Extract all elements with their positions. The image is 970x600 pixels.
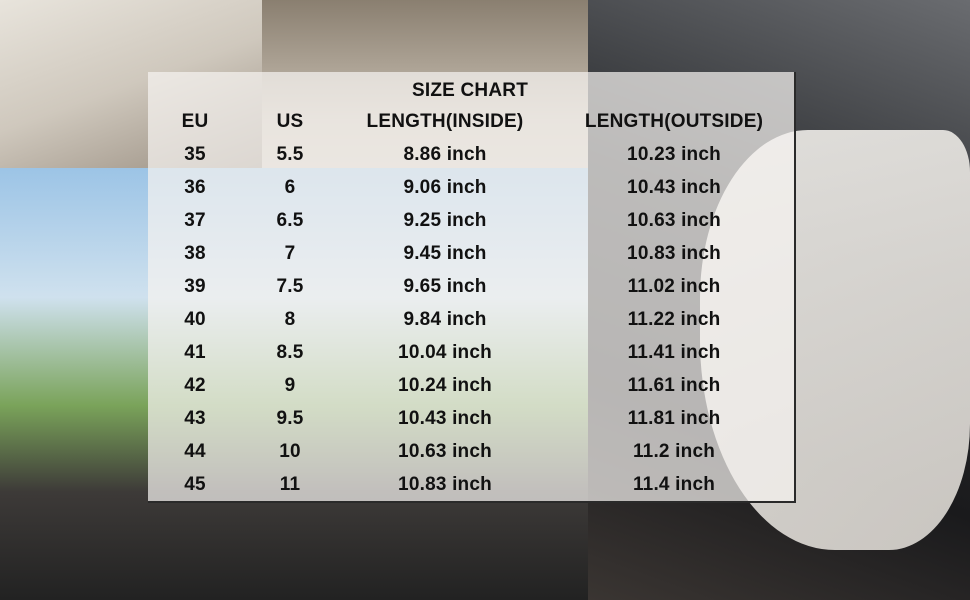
cell-length-outside: 10.63 inch (627, 210, 721, 231)
cell-length-inside: 9.45 inch (403, 243, 487, 264)
header-length-outside: LENGTH(OUTSIDE) (584, 111, 764, 132)
cell-length-outside: 10.23 inch (627, 144, 721, 165)
cell-length-inside: 10.04 inch (398, 342, 492, 363)
cell-length-outside: 11.81 inch (627, 408, 721, 429)
cell-us: 6 (284, 177, 296, 198)
cell-us: 5.5 (276, 144, 304, 165)
cell-length-inside: 9.25 inch (403, 210, 487, 231)
cell-length-inside: 9.65 inch (403, 276, 487, 297)
cell-eu: 37 (184, 210, 206, 231)
cell-eu: 39 (184, 276, 206, 297)
cell-us: 9 (284, 375, 296, 396)
cell-length-outside: 11.2 inch (632, 441, 716, 462)
size-chart-title: SIZE CHART (412, 80, 528, 101)
cell-us: 10 (279, 441, 301, 462)
cell-length-outside: 11.22 inch (627, 309, 721, 330)
cell-eu: 43 (184, 408, 206, 429)
cell-length-inside: 8.86 inch (403, 144, 487, 165)
cell-us: 8 (284, 309, 296, 330)
cell-length-inside: 10.83 inch (398, 474, 492, 495)
cell-us: 7.5 (276, 276, 304, 297)
cell-eu: 44 (184, 441, 206, 462)
cell-eu: 38 (184, 243, 206, 264)
cell-length-outside: 11.61 inch (627, 375, 721, 396)
cell-length-outside: 10.43 inch (627, 177, 721, 198)
cell-eu: 42 (184, 375, 206, 396)
cell-length-outside: 11.02 inch (627, 276, 721, 297)
header-eu: EU (181, 111, 209, 132)
cell-eu: 40 (184, 309, 206, 330)
cell-eu: 45 (184, 474, 206, 495)
cell-length-inside: 10.43 inch (398, 408, 492, 429)
cell-us: 8.5 (276, 342, 304, 363)
cell-us: 9.5 (276, 408, 304, 429)
cell-length-outside: 11.41 inch (627, 342, 721, 363)
cell-us: 6.5 (276, 210, 304, 231)
header-length-inside: LENGTH(INSIDE) (366, 111, 524, 132)
cell-length-inside: 10.24 inch (398, 375, 492, 396)
cell-eu: 41 (184, 342, 206, 363)
cell-length-outside: 10.83 inch (627, 243, 721, 264)
cell-us: 7 (284, 243, 296, 264)
cell-eu: 36 (184, 177, 206, 198)
cell-length-outside: 11.4 inch (632, 474, 716, 495)
cell-us: 11 (279, 474, 301, 495)
cell-length-inside: 10.63 inch (398, 441, 492, 462)
cell-eu: 35 (184, 144, 206, 165)
cell-length-inside: 9.84 inch (403, 309, 487, 330)
cell-length-inside: 9.06 inch (403, 177, 487, 198)
size-chart-table: SIZE CHART EU US LENGTH(INSIDE) LENGTH(OUTS… (148, 72, 796, 503)
header-us: US (276, 111, 304, 132)
